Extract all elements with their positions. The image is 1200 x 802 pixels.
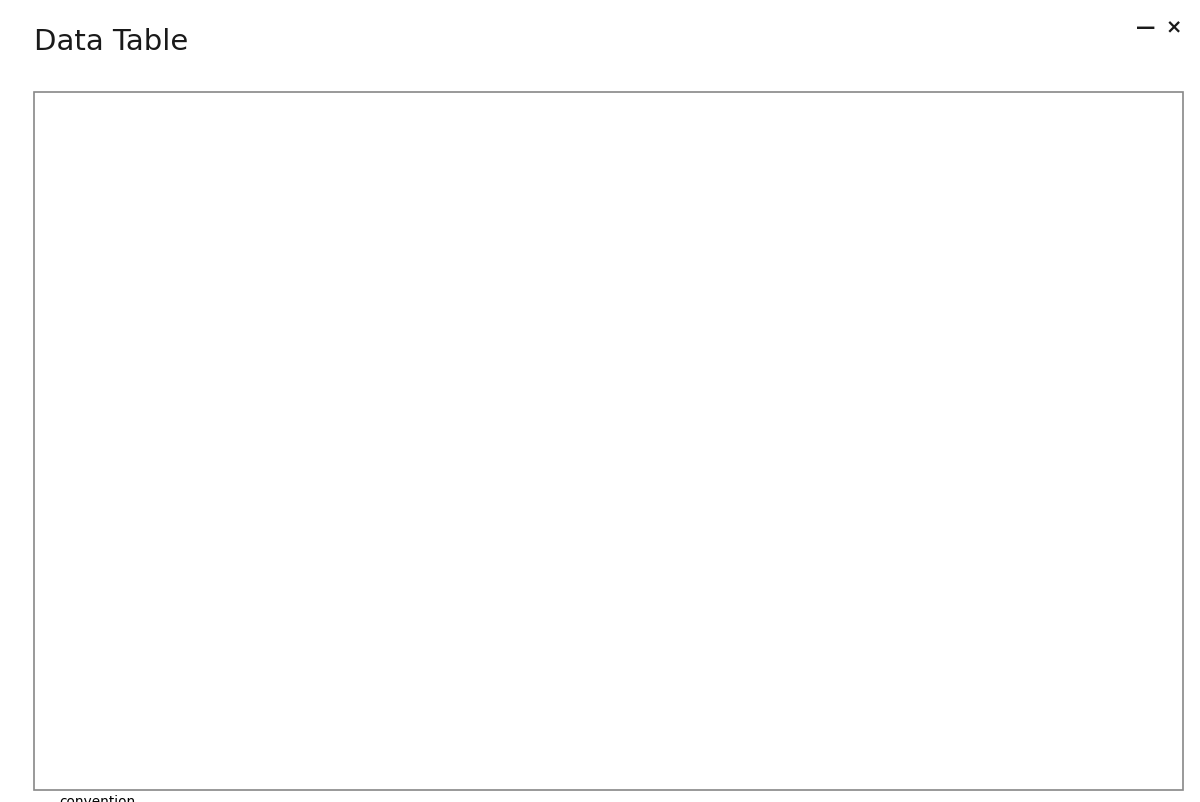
Text: 6%: 6% (964, 557, 989, 572)
Text: 9: 9 (184, 585, 193, 601)
Text: 32%: 32% (557, 381, 590, 395)
Text: 45%: 45% (373, 381, 407, 395)
Text: 1: 1 (184, 351, 193, 367)
Text: 5%: 5% (562, 498, 586, 512)
Text: 7 years: 7 years (737, 313, 803, 328)
Text: 8%: 8% (964, 498, 989, 512)
Text: Rounded Depreciation Percentages by Recovery Year Using MACRS for
First Four Pro: Rounded Depreciation Percentages by Reco… (59, 183, 698, 220)
Text: Data Table: Data Table (34, 28, 188, 56)
Text: *These percentages have been rounded to the nearest whole percent to simplify ca: *These percentages have been rounded to … (59, 715, 739, 729)
Text: unrounded percentages or directly apply double-declining balance (200%) deprecia: unrounded percentages or directly apply … (59, 768, 791, 783)
Text: 3: 3 (184, 410, 193, 425)
Text: 18%: 18% (752, 410, 786, 425)
Text: 9%: 9% (757, 468, 781, 484)
Text: 3 years: 3 years (356, 313, 424, 328)
Text: 25%: 25% (752, 381, 786, 395)
Text: 15%: 15% (373, 410, 407, 425)
Text: 2: 2 (184, 381, 193, 395)
Text: 4%: 4% (757, 557, 781, 572)
Text: 100%: 100% (552, 676, 595, 691)
Text: 6%: 6% (964, 585, 989, 601)
Text: 6%: 6% (964, 615, 989, 630)
Text: Totals: Totals (184, 676, 227, 691)
Text: 100%: 100% (954, 676, 998, 691)
Text: 14%: 14% (959, 410, 994, 425)
Text: 5 years: 5 years (541, 313, 607, 328)
Text: 6: 6 (184, 498, 193, 512)
Text: 9%: 9% (964, 468, 989, 484)
Text: Percentage by recovery year*: Percentage by recovery year* (600, 287, 870, 302)
Text: 20%: 20% (557, 351, 590, 367)
Text: 4: 4 (184, 439, 193, 454)
Text: —: — (1136, 18, 1156, 38)
Text: 10: 10 (184, 615, 203, 630)
Text: 8: 8 (184, 557, 193, 572)
Text: ×: × (1165, 18, 1182, 38)
Text: 12%: 12% (557, 468, 590, 484)
Text: 10%: 10% (959, 351, 994, 367)
Text: 7%: 7% (378, 439, 402, 454)
Text: 12%: 12% (752, 439, 786, 454)
Text: 10 years: 10 years (937, 313, 1015, 328)
Text: 18%: 18% (959, 381, 994, 395)
Text: 100%: 100% (368, 676, 412, 691)
Text: 12%: 12% (557, 439, 590, 454)
Text: 11: 11 (184, 644, 203, 659)
Text: 14%: 14% (752, 351, 786, 367)
Text: convention.: convention. (59, 795, 139, 802)
Text: 12%: 12% (959, 439, 994, 454)
Text: 5: 5 (184, 468, 193, 484)
Text: 100%: 100% (748, 676, 791, 691)
Text: 7%: 7% (964, 527, 989, 542)
Text: 9%: 9% (757, 498, 781, 512)
Text: (Click on the icon here ◻  in order to copy the contents of the data table below: (Click on the icon here ◻ in order to co… (59, 134, 790, 149)
Text: 4%: 4% (964, 644, 989, 659)
Text: 9%: 9% (757, 527, 781, 542)
Text: retaining realism. To calculate the actual depreciation for tax purposes, be sur: retaining realism. To calculate the actu… (59, 742, 737, 755)
Text: 7: 7 (184, 527, 193, 542)
Text: 33%: 33% (373, 351, 407, 367)
Text: 19%: 19% (557, 410, 590, 425)
Text: Recovery year: Recovery year (184, 313, 312, 328)
